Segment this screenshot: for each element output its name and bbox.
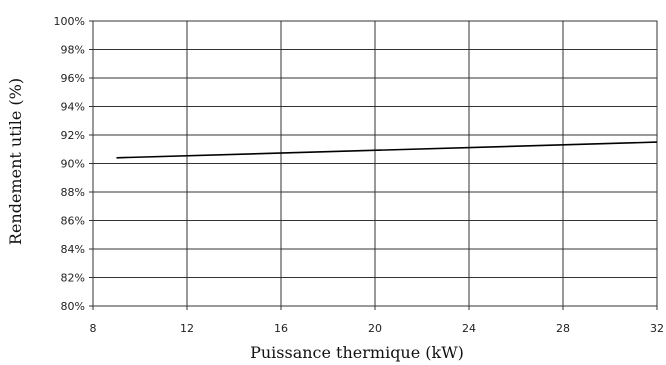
y-tick-label: 86% xyxy=(61,215,85,228)
y-tick-label: 84% xyxy=(61,243,85,256)
y-tick-label: 98% xyxy=(61,44,85,57)
series-lines xyxy=(116,141,658,159)
x-tick-label: 24 xyxy=(462,322,476,335)
x-tick-labels: 8 12 16 20 24 28 32 xyxy=(90,322,665,335)
x-tick-label: 20 xyxy=(368,322,382,335)
grid-lines xyxy=(89,20,658,310)
y-tick-label: 96% xyxy=(61,72,85,85)
x-axis-label: Puissance thermique (kW) xyxy=(250,343,464,362)
x-tick-label: 8 xyxy=(90,322,97,335)
y-tick-label: 80% xyxy=(61,300,85,313)
plot-area-frame xyxy=(92,20,658,307)
efficiency-series-line xyxy=(116,141,658,159)
x-tick-label: 16 xyxy=(274,322,288,335)
y-axis-label: Rendement utile (%) xyxy=(6,78,25,245)
y-tick-label: 100% xyxy=(54,15,85,28)
x-tick-label: 28 xyxy=(556,322,570,335)
y-tick-label: 94% xyxy=(61,101,85,114)
x-tick-label: 12 xyxy=(180,322,194,335)
y-tick-label: 92% xyxy=(61,129,85,142)
x-tick-label: 32 xyxy=(650,322,664,335)
y-tick-label: 82% xyxy=(61,272,85,285)
y-tick-label: 88% xyxy=(61,186,85,199)
y-tick-label: 90% xyxy=(61,158,85,171)
y-tick-labels: 80% 82% 84% 86% 88% 90% 92% 94% 96% 98% 100% xyxy=(54,15,85,313)
